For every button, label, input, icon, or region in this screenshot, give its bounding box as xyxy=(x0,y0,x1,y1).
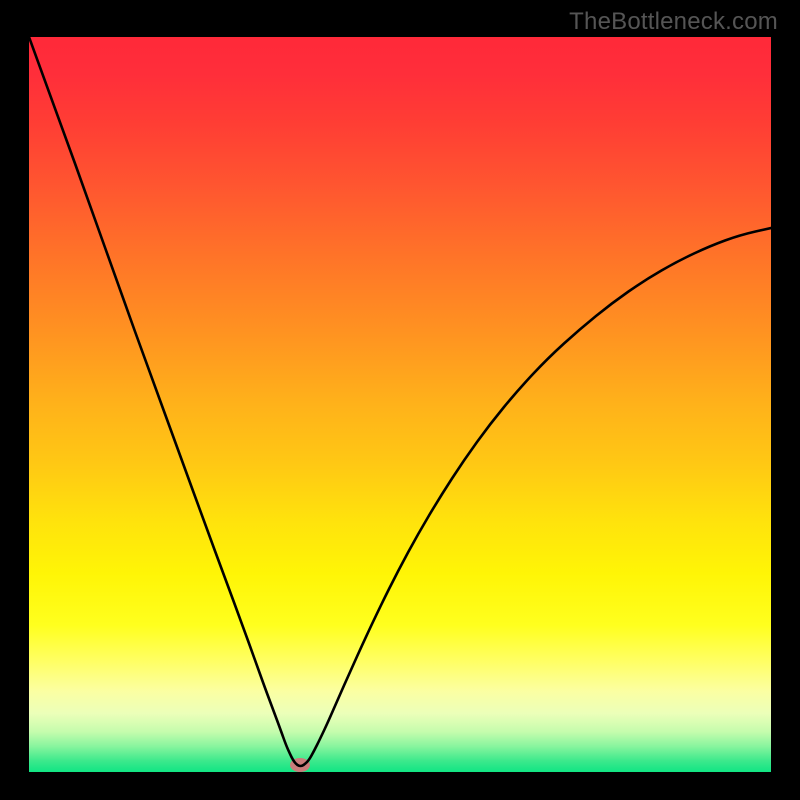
chart-background xyxy=(29,37,771,772)
bottleneck-chart xyxy=(0,0,800,800)
chart-svg xyxy=(0,0,800,800)
watermark-text: TheBottleneck.com xyxy=(569,8,778,36)
